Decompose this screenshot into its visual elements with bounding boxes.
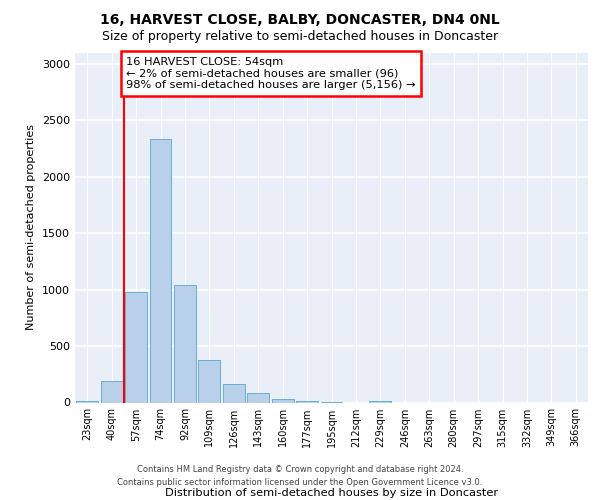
Bar [272,398,293,402]
Bar [199,360,220,403]
Text: Contains HM Land Registry data © Crown copyright and database right 2024.: Contains HM Land Registry data © Crown c… [137,465,463,474]
Text: Size of property relative to semi-detached houses in Doncaster: Size of property relative to semi-detach… [102,30,498,43]
Bar [223,384,245,402]
Bar [296,401,318,402]
Bar [174,285,196,403]
Bar [247,393,269,402]
Bar [149,140,172,402]
Bar [101,381,122,402]
Text: Contains public sector information licensed under the Open Government Licence v3: Contains public sector information licen… [118,478,482,487]
Y-axis label: Number of semi-detached properties: Number of semi-detached properties [26,124,37,330]
Bar [370,401,391,402]
Bar [125,292,147,403]
X-axis label: Distribution of semi-detached houses by size in Doncaster: Distribution of semi-detached houses by … [165,488,498,498]
Text: 16, HARVEST CLOSE, BALBY, DONCASTER, DN4 0NL: 16, HARVEST CLOSE, BALBY, DONCASTER, DN4… [100,12,500,26]
Text: 16 HARVEST CLOSE: 54sqm
← 2% of semi-detached houses are smaller (96)
98% of sem: 16 HARVEST CLOSE: 54sqm ← 2% of semi-det… [127,57,416,90]
